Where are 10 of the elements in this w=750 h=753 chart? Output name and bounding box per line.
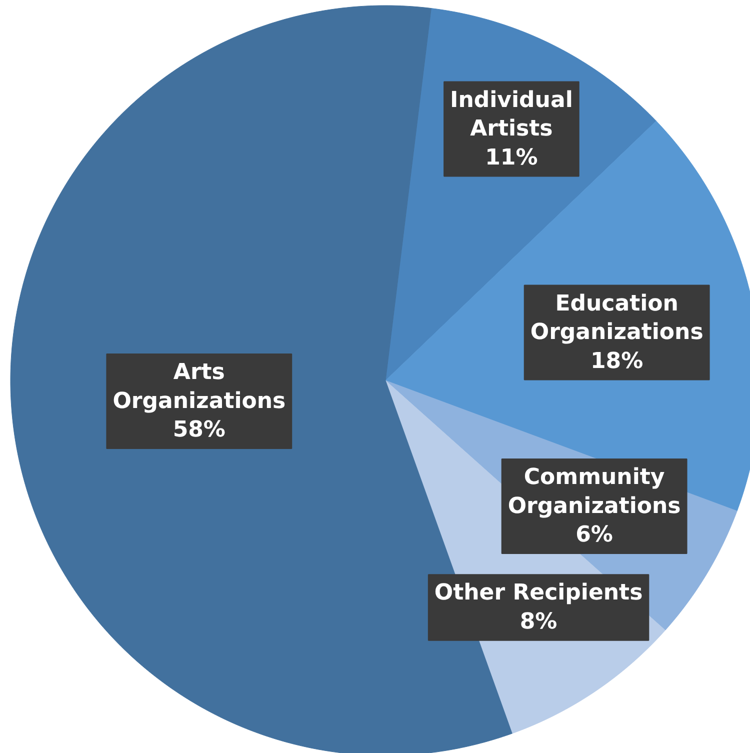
data-label: 8% [520,609,558,634]
slice-label: Other Recipients [434,580,643,606]
slice-label: Arts Organizations [112,360,286,414]
data-label: 6% [576,522,613,548]
data-label: 18% [590,348,644,374]
data-label: 11% [485,145,538,170]
slice-label: Individual Artists [450,88,573,142]
data-label: 58% [172,418,226,443]
slice-label: Community Organizations [508,465,681,519]
slice-label: Education Organizations [530,291,704,346]
